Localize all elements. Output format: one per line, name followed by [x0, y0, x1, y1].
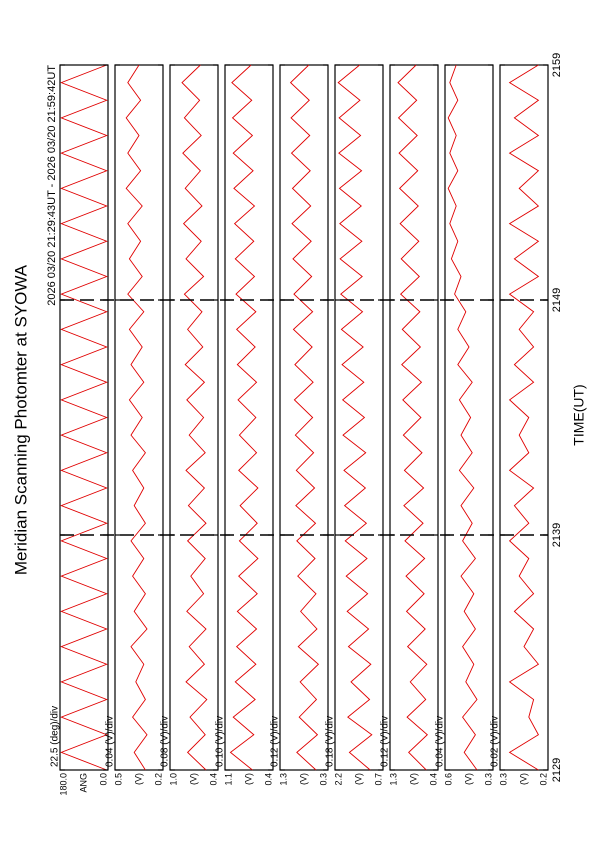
panel-scale-label: 0.04 (V)/div [435, 716, 446, 767]
y-axis-label: (V) [243, 773, 253, 785]
y-axis-label: (V) [133, 773, 143, 785]
data-line [60, 64, 108, 771]
y-tick-label: 0.4 [263, 773, 273, 786]
data-line [125, 64, 148, 771]
data-line [397, 64, 428, 771]
panel-frame [389, 64, 439, 771]
y-tick-label: 0.2 [153, 773, 163, 786]
panel-frame [444, 64, 494, 771]
data-line [289, 64, 320, 771]
data-line [337, 64, 373, 771]
y-tick-label: 1.0 [168, 773, 178, 786]
panel-scale-label: 0.04 (V)/div [105, 716, 116, 767]
y-tick-label: 0.6 [443, 773, 453, 786]
chart-title: Meridian Scanning Photomter at SYOWA [11, 264, 30, 575]
x-tick-label: 2159 [551, 53, 563, 77]
panel-frame [499, 64, 549, 771]
data-line [508, 64, 540, 771]
y-axis-label: (V) [298, 773, 308, 785]
y-tick-label: 0.7 [373, 773, 383, 786]
y-tick-label: 0.3 [318, 773, 328, 786]
y-axis-label: (V) [353, 773, 363, 785]
y-tick-label: 0.3 [483, 773, 493, 786]
panel-scale-label: 0.12 (V)/div [380, 716, 391, 767]
panel-scale-label: 0.10 (V)/div [215, 716, 226, 767]
panel-frame [114, 64, 164, 771]
y-tick-label: 1.3 [278, 773, 288, 786]
panel-scale-label: 0.18 (V)/div [325, 716, 336, 767]
panel-scale-label: 0.08 (V)/div [160, 716, 171, 767]
data-line [229, 64, 259, 771]
panel-frame [334, 64, 384, 771]
y-tick-label: 0.3 [498, 773, 508, 786]
panel-frame [279, 64, 329, 771]
y-axis-label: (V) [518, 773, 528, 785]
panel-scale-label: 0.12 (V)/div [270, 716, 281, 767]
y-tick-label: 180.0 [58, 773, 68, 796]
y-tick-label: 0.0 [98, 773, 108, 786]
panel-frame [224, 64, 274, 771]
y-tick-label: 0.4 [208, 773, 218, 786]
x-axis-label: TIME(UT) [571, 384, 587, 445]
y-axis-label: ANG [78, 773, 88, 793]
y-tick-label: 1.1 [223, 773, 233, 786]
chart-subtitle: 2026 03/20 21:29:43UT - 2026 03/20 21:59… [46, 65, 58, 306]
data-line [181, 64, 208, 771]
y-tick-label: 1.3 [388, 773, 398, 786]
y-tick-label: 0.2 [538, 773, 548, 786]
y-axis-label: (V) [188, 773, 198, 785]
y-tick-label: 0.4 [428, 773, 438, 786]
data-line [447, 64, 478, 771]
x-tick-label: 2149 [551, 288, 563, 312]
y-tick-label: 0.5 [113, 773, 123, 786]
y-axis-label: (V) [463, 773, 473, 785]
panel-frame [59, 64, 109, 771]
y-axis-label: (V) [408, 773, 418, 785]
y-tick-label: 2.2 [333, 773, 343, 786]
panel-scale-label: 22.5 (deg)/div [50, 706, 61, 767]
panel-scale-label: 0.02 (V)/div [490, 716, 501, 767]
x-tick-label: 2139 [551, 523, 563, 547]
x-tick-label: 2129 [551, 758, 563, 782]
rotated-chart: Meridian Scanning Photomter at SYOWA 202… [11, 53, 586, 796]
panel-frame [169, 64, 219, 771]
